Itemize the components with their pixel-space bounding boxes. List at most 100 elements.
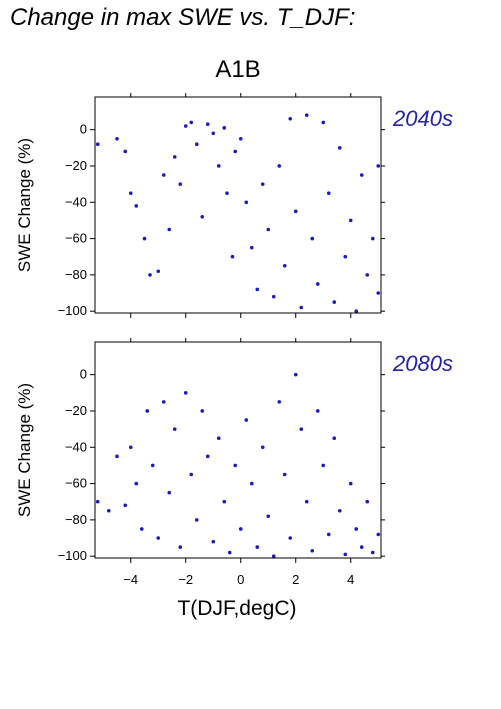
data-point: [370, 550, 375, 555]
y-tick-label: −100: [58, 303, 87, 318]
x-axis-title: T(DJF,degC): [177, 597, 296, 620]
data-point: [216, 436, 221, 441]
data-point: [200, 409, 205, 413]
data-point: [293, 209, 298, 214]
data-point: [183, 124, 188, 128]
data-point: [189, 472, 194, 477]
figure-title: Change in max SWE vs. T_DJF:: [10, 4, 356, 31]
data-point: [161, 173, 166, 177]
data-point: [167, 490, 172, 495]
data-point: [260, 445, 265, 450]
data-point: [376, 532, 381, 537]
data-point: [332, 300, 337, 304]
data-point: [238, 527, 243, 531]
data-point: [172, 155, 177, 159]
data-point: [211, 539, 216, 544]
data-point: [233, 149, 238, 154]
data-point: [310, 236, 315, 241]
data-point: [326, 532, 331, 537]
data-point: [348, 481, 353, 486]
data-point: [222, 499, 227, 504]
data-point: [142, 236, 147, 241]
y-tick-label: 0: [80, 122, 87, 137]
data-point: [123, 503, 128, 508]
x-tick-label: 4: [347, 572, 354, 587]
data-point: [255, 545, 260, 549]
data-point: [227, 550, 232, 555]
data-point: [321, 463, 326, 468]
data-point: [134, 204, 139, 208]
data-point: [225, 191, 229, 196]
data-point: [244, 200, 249, 205]
data-point: [370, 236, 375, 241]
data-point: [167, 227, 172, 232]
y-tick-label: −60: [65, 231, 87, 246]
data-point: [205, 454, 210, 459]
data-point: [359, 173, 364, 177]
data-point: [115, 454, 119, 459]
x-tick-label: −4: [123, 572, 138, 587]
data-point: [172, 427, 177, 431]
data-point: [150, 463, 155, 468]
scenario-label: A1B: [215, 56, 261, 83]
plot-frame: [94, 341, 382, 559]
data-point: [337, 146, 342, 150]
data-point: [211, 131, 216, 136]
data-point: [266, 227, 271, 232]
data-point: [343, 254, 348, 259]
data-point: [205, 122, 210, 127]
data-point: [343, 552, 348, 557]
data-point: [233, 463, 238, 468]
data-point: [123, 149, 128, 154]
data-point: [282, 472, 287, 477]
data-point: [354, 527, 359, 531]
data-point: [282, 264, 287, 268]
y-tick-label: −40: [65, 439, 87, 454]
data-point: [288, 116, 293, 121]
panel-label: 2080s: [392, 351, 453, 376]
panel-2040s: 0 −20 −40 −60 −80 −100 SWE Change (%) 2040s: [15, 93, 453, 318]
y-axis-title: SWE Change (%): [15, 138, 34, 272]
data-point: [183, 391, 188, 395]
data-point: [156, 269, 161, 274]
data-point: [95, 142, 100, 146]
data-point: [145, 409, 150, 413]
data-point: [277, 164, 282, 168]
data-point: [178, 545, 183, 549]
data-point: [271, 294, 276, 299]
data-point: [299, 427, 304, 431]
y-tick-label: −80: [65, 267, 87, 282]
data-point: [348, 218, 353, 223]
data-point: [310, 548, 315, 553]
data-point: [194, 518, 199, 522]
data-point: [148, 273, 152, 277]
y-tick-label: −100: [58, 548, 87, 563]
data-point: [95, 499, 100, 504]
data-point: [128, 445, 133, 450]
data-point: [238, 136, 243, 141]
data-point: [244, 418, 249, 422]
data-point: [260, 182, 265, 186]
data-point: [200, 214, 205, 219]
data-point: [321, 120, 326, 125]
data-point: [194, 142, 199, 146]
plot-frame: [94, 96, 382, 314]
data-point: [288, 536, 293, 540]
data-point: [376, 164, 381, 168]
data-point: [255, 287, 260, 292]
y-tick-label: −80: [65, 512, 87, 527]
y-tick-label: −20: [65, 403, 87, 418]
x-tick-label: 0: [237, 572, 244, 587]
data-point: [354, 309, 359, 313]
panel-label: 2040s: [392, 106, 453, 131]
x-tick-label: −2: [178, 572, 193, 587]
data-point: [359, 545, 364, 549]
data-point: [266, 514, 271, 519]
data-point: [249, 481, 254, 486]
data-point: [277, 400, 282, 404]
data-point: [304, 113, 309, 117]
data-point: [337, 509, 342, 513]
data-point: [315, 282, 320, 286]
